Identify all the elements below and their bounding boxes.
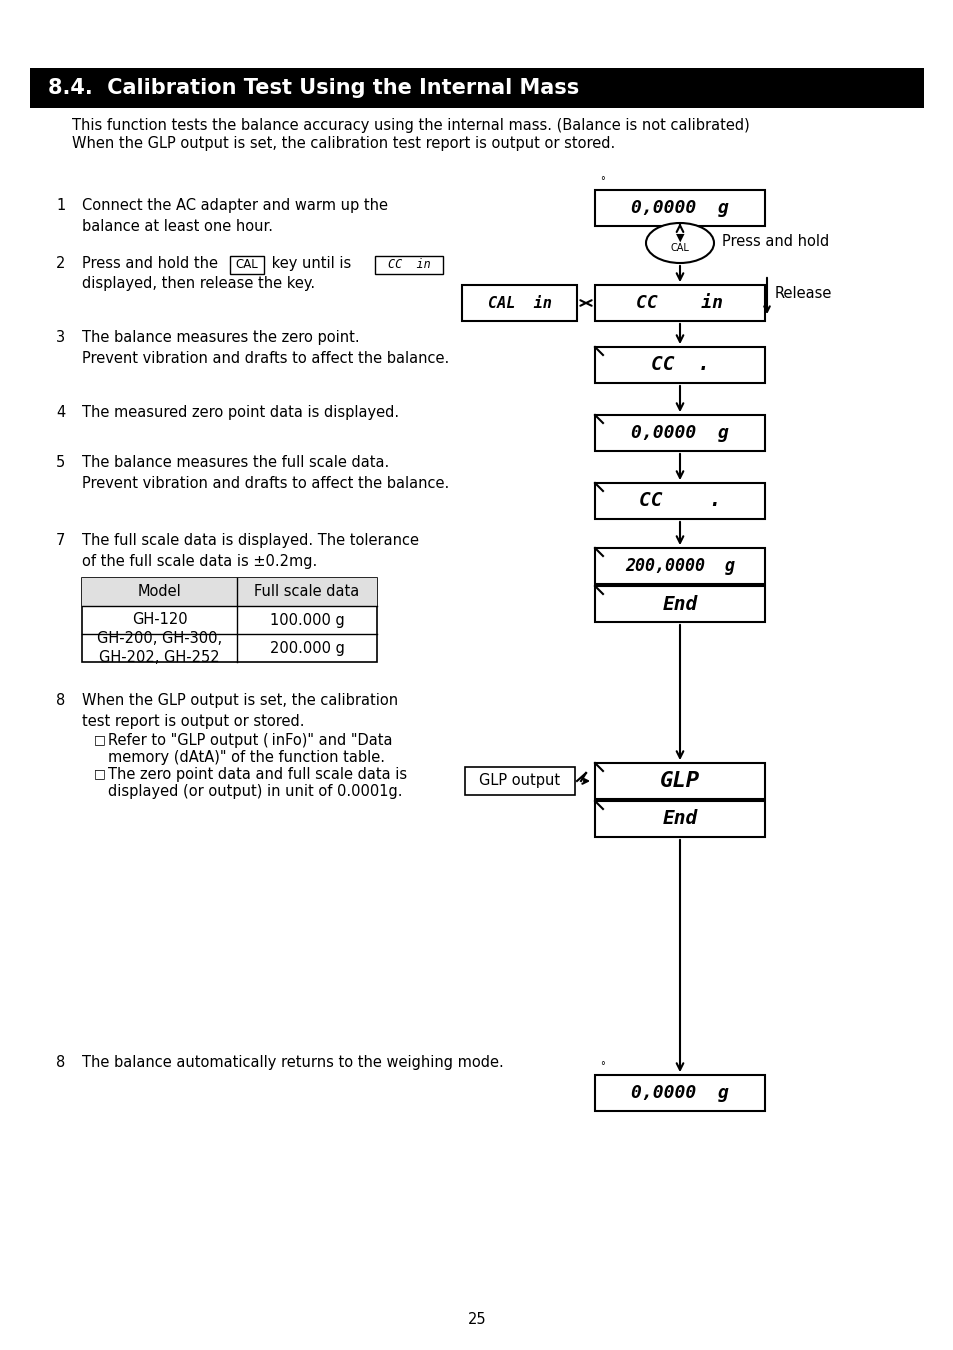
Bar: [230, 256, 264, 274]
Text: 8.4.  Calibration Test Using the Internal Mass: 8.4. Calibration Test Using the Internal…: [48, 78, 578, 99]
Bar: [595, 801, 764, 837]
Text: CAL  in: CAL in: [487, 296, 551, 310]
Bar: [595, 347, 764, 383]
Text: □: □: [94, 733, 106, 747]
Bar: [82, 578, 376, 606]
Text: The balance measures the zero point.
Prevent vibration and drafts to affect the : The balance measures the zero point. Pre…: [82, 329, 449, 366]
Text: 25: 25: [467, 1312, 486, 1327]
Bar: [595, 190, 764, 225]
Text: End: End: [661, 810, 697, 829]
Text: Refer to "GLP output ( inFo)" and "Data: Refer to "GLP output ( inFo)" and "Data: [108, 733, 392, 748]
Text: The zero point data and full scale data is: The zero point data and full scale data …: [108, 767, 407, 782]
Text: Model: Model: [137, 585, 181, 599]
Text: CC  .: CC .: [650, 355, 709, 374]
Text: 0,0000  g: 0,0000 g: [630, 424, 728, 441]
Text: 5: 5: [56, 455, 65, 470]
Text: The balance measures the full scale data.
Prevent vibration and drafts to affect: The balance measures the full scale data…: [82, 455, 449, 491]
Text: GH-200, GH-300,
GH-202, GH-252: GH-200, GH-300, GH-202, GH-252: [97, 630, 222, 666]
Text: Press and hold the: Press and hold the: [82, 256, 222, 271]
Text: End: End: [661, 594, 697, 613]
Text: °: °: [599, 1061, 604, 1071]
Text: Press and hold: Press and hold: [721, 234, 828, 248]
Text: GLP: GLP: [659, 771, 700, 791]
Text: Full scale data: Full scale data: [254, 585, 359, 599]
Text: 200,0000  g: 200,0000 g: [624, 558, 734, 575]
Bar: [595, 586, 764, 622]
Text: CC    .: CC .: [639, 491, 720, 510]
Text: ▼: ▼: [675, 234, 683, 243]
Text: 7: 7: [56, 533, 66, 548]
Text: GLP output: GLP output: [479, 774, 560, 788]
Text: This function tests the balance accuracy using the internal mass. (Balance is no: This function tests the balance accuracy…: [71, 117, 749, 134]
Text: CAL: CAL: [235, 258, 258, 271]
Text: 1: 1: [56, 198, 65, 213]
Bar: [595, 285, 764, 321]
Text: Connect the AC adapter and warm up the
balance at least one hour.: Connect the AC adapter and warm up the b…: [82, 198, 388, 234]
Text: CC    in: CC in: [636, 294, 722, 312]
Ellipse shape: [645, 223, 713, 263]
Bar: [464, 767, 575, 795]
Bar: [595, 483, 764, 518]
Bar: [595, 763, 764, 799]
Text: Release: Release: [774, 285, 832, 301]
Bar: [595, 1075, 764, 1111]
Text: 8: 8: [56, 693, 65, 707]
Text: °: °: [599, 176, 604, 186]
Bar: [30, 68, 923, 108]
Text: When the GLP output is set, the calibration
test report is output or stored.: When the GLP output is set, the calibrat…: [82, 693, 397, 729]
Text: The measured zero point data is displayed.: The measured zero point data is displaye…: [82, 405, 398, 420]
Text: 0,0000  g: 0,0000 g: [630, 198, 728, 217]
Bar: [595, 414, 764, 451]
Bar: [461, 285, 577, 321]
Text: The balance automatically returns to the weighing mode.: The balance automatically returns to the…: [82, 1054, 503, 1071]
Text: □: □: [94, 767, 106, 780]
Text: displayed (or output) in unit of 0.0001g.: displayed (or output) in unit of 0.0001g…: [108, 784, 402, 799]
Text: 8: 8: [56, 1054, 65, 1071]
Text: The full scale data is displayed. The tolerance
of the full scale data is ±0.2mg: The full scale data is displayed. The to…: [82, 533, 418, 568]
Text: 3: 3: [56, 329, 65, 346]
Text: key until is: key until is: [267, 256, 355, 271]
Text: GH-120: GH-120: [132, 613, 187, 628]
Text: 0,0000  g: 0,0000 g: [630, 1084, 728, 1102]
Text: When the GLP output is set, the calibration test report is output or stored.: When the GLP output is set, the calibrat…: [71, 136, 615, 151]
Text: memory (dAtA)" of the function table.: memory (dAtA)" of the function table.: [108, 751, 385, 765]
Text: 2: 2: [56, 256, 66, 271]
Text: 4: 4: [56, 405, 65, 420]
Text: displayed, then release the key.: displayed, then release the key.: [82, 275, 314, 292]
Bar: [82, 578, 376, 662]
Text: CC  in: CC in: [387, 258, 430, 271]
Text: CAL: CAL: [670, 243, 689, 252]
Text: 200.000 g: 200.000 g: [270, 640, 344, 656]
Bar: [595, 548, 764, 585]
Text: 100.000 g: 100.000 g: [270, 613, 344, 628]
Bar: [375, 256, 442, 274]
